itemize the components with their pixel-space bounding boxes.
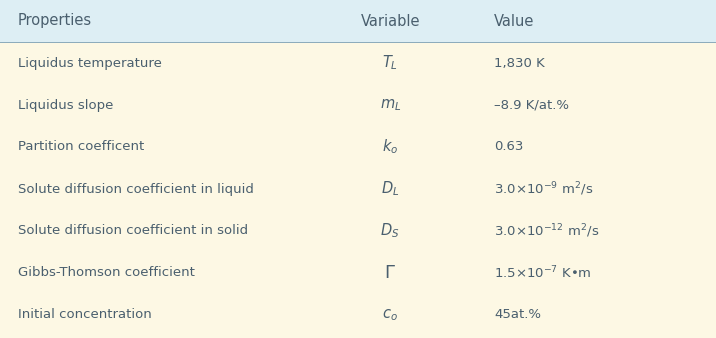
Text: $T_L$: $T_L$ — [382, 54, 398, 72]
Bar — [0, 42, 716, 338]
Text: –8.9 K/at.%: –8.9 K/at.% — [494, 98, 569, 112]
Text: 1.5×10$^{-7}$ K•m: 1.5×10$^{-7}$ K•m — [494, 265, 591, 281]
Text: Partition coefficent: Partition coefficent — [18, 141, 144, 153]
Text: Value: Value — [494, 14, 534, 28]
Text: Properties: Properties — [18, 14, 92, 28]
Text: $m_L$: $m_L$ — [379, 97, 401, 113]
Text: Liquidus slope: Liquidus slope — [18, 98, 113, 112]
Text: 0.63: 0.63 — [494, 141, 523, 153]
Text: 1,830 K: 1,830 K — [494, 56, 545, 70]
Bar — [0, 0, 716, 42]
Text: Liquidus temperature: Liquidus temperature — [18, 56, 162, 70]
Text: Solute diffusion coefficient in liquid: Solute diffusion coefficient in liquid — [18, 183, 253, 195]
Text: Gibbs-Thomson coefficient: Gibbs-Thomson coefficient — [18, 266, 195, 280]
Text: 45at.%: 45at.% — [494, 309, 541, 321]
Text: $c_o$: $c_o$ — [382, 307, 398, 323]
Text: 3.0×10$^{-9}$ m$^2$/s: 3.0×10$^{-9}$ m$^2$/s — [494, 180, 594, 198]
Text: Variable: Variable — [360, 14, 420, 28]
Text: $D_S$: $D_S$ — [380, 222, 400, 240]
Text: Initial concentration: Initial concentration — [18, 309, 152, 321]
Text: $k_o$: $k_o$ — [382, 138, 398, 156]
Text: Solute diffusion coefficient in solid: Solute diffusion coefficient in solid — [18, 224, 248, 238]
Text: $\Gamma$: $\Gamma$ — [384, 264, 396, 282]
Text: $D_L$: $D_L$ — [381, 180, 400, 198]
Text: 3.0×10$^{-12}$ m$^2$/s: 3.0×10$^{-12}$ m$^2$/s — [494, 222, 599, 240]
